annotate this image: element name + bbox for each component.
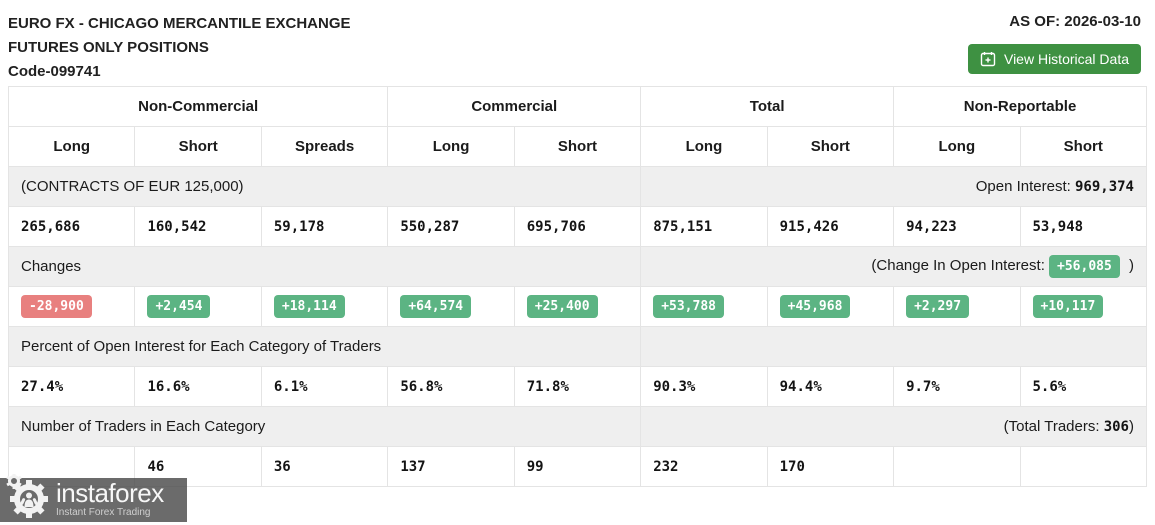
header-right: AS OF: 2026-03-10 View Historical Data [967, 12, 1141, 74]
percents-cell: 56.8% [387, 366, 515, 407]
open-interest-label: Open Interest: [975, 178, 1071, 195]
open-interest-cell: Open Interest: 969,374 [640, 166, 1147, 207]
column-header-spreads: Spreads [260, 126, 389, 167]
group-header-total: Total [640, 86, 895, 127]
instaforex-tagline-text: Instant Forex Trading [56, 507, 151, 518]
changes-cell: +64,574 [387, 286, 515, 327]
percents-cell: 27.4% [7, 366, 136, 407]
cot-report-table: Non-Commercial Commercial Total Non-Reporta… [7, 86, 1147, 487]
report-title: EURO FX - CHICAGO MERCANTILE EXCHANGE [8, 15, 351, 32]
total-traders-cell: (Total Traders: 306) [640, 406, 1147, 447]
percents-cell: 9.7% [893, 366, 1021, 407]
positions-cell: 915,426 [766, 206, 895, 247]
column-header-long: Long [7, 126, 136, 167]
traders-cell: 36 [260, 446, 389, 487]
positions-cell: 53,948 [1019, 206, 1147, 247]
changes-cell: +45,968 [766, 286, 895, 327]
column-header-short: Short [766, 126, 895, 167]
changes-cell: +10,117 [1019, 286, 1147, 327]
open-interest-value: 969,374 [1074, 179, 1134, 195]
traders-cell: 232 [640, 446, 768, 487]
column-header-short: Short [134, 126, 262, 167]
instaforex-gear-logo-icon [2, 472, 54, 525]
percents-cell: 16.6% [134, 366, 262, 407]
change-badge: +18,114 [273, 295, 345, 318]
positions-cell: 160,542 [134, 206, 262, 247]
percents-cell: 94.4% [766, 366, 895, 407]
column-header-long: Long [640, 126, 768, 167]
traders-banner-row: Number of Traders in Each Category (Tota… [7, 406, 1147, 447]
percents-cell: 5.6% [1019, 366, 1147, 407]
change-badge: +2,454 [147, 295, 211, 318]
percent-banner-row: Percent of Open Interest for Each Catego… [7, 326, 1147, 367]
percent-banner-empty-cell [640, 326, 1147, 367]
percents-row: 27.4% 16.6% 6.1% 56.8% 71.8% 90.3% 94.4% 9.7% 5.… [7, 366, 1147, 407]
percent-label: Percent of Open Interest for Each Catego… [7, 326, 642, 367]
view-historical-data-button[interactable]: View Historical Data [967, 44, 1141, 74]
changes-cell: -28,900 [7, 286, 136, 327]
instaforex-brand-text: instaforex [56, 478, 164, 508]
positions-cell: 265,686 [7, 206, 136, 247]
percents-cell: 6.1% [260, 366, 389, 407]
changes-cell: +25,400 [513, 286, 642, 327]
group-header-non-reportable: Non-Reportable [893, 86, 1147, 127]
column-header-row: Long Short Spreads Long Short Long Short Long Sh… [7, 126, 1147, 167]
change-badge: +53,788 [653, 295, 724, 318]
view-historical-data-label: View Historical Data [1003, 51, 1129, 67]
column-header-short: Short [1019, 126, 1147, 167]
change-open-interest-label: (Change In Open Interest: [871, 257, 1045, 274]
group-header-non-commercial: Non-Commercial [7, 86, 389, 127]
percents-cell: 71.8% [513, 366, 642, 407]
traders-cell: 170 [766, 446, 895, 487]
traders-cell: 99 [513, 446, 642, 487]
changes-cell: +2,454 [134, 286, 262, 327]
percents-cell: 90.3% [640, 366, 768, 407]
changes-label: Changes [7, 246, 642, 287]
calendar-plus-icon [980, 51, 996, 67]
traders-cell: 137 [387, 446, 515, 487]
traders-cell [893, 446, 1021, 487]
contracts-label: (CONTRACTS OF EUR 125,000) [7, 166, 642, 207]
changes-cell: +2,297 [893, 286, 1021, 327]
change-badge: +64,574 [400, 295, 472, 318]
positions-row: 265,686 160,542 59,178 550,287 695,706 875,15… [7, 206, 1147, 247]
instaforex-watermark: instaforex Instant Forex Trading [0, 472, 187, 522]
report-subtitle: FUTURES ONLY POSITIONS [8, 39, 209, 56]
positions-cell: 94,223 [893, 206, 1021, 247]
total-traders-value: 306 [1103, 419, 1129, 435]
as-of-date: AS OF: 2026-03-10 [1009, 13, 1141, 30]
positions-cell: 550,287 [387, 206, 515, 247]
traders-label: Number of Traders in Each Category [7, 406, 642, 447]
total-traders-label: (Total Traders: [1003, 418, 1100, 435]
positions-cell: 59,178 [260, 206, 389, 247]
change-open-interest-cell: (Change In Open Interest: +56,085 ) [640, 246, 1147, 287]
change-badge: +10,117 [1032, 295, 1104, 318]
contracts-banner-row: (CONTRACTS OF EUR 125,000) Open Interest… [7, 166, 1147, 207]
report-code: Code-099741 [8, 63, 101, 80]
total-traders-suffix: ) [1129, 418, 1134, 435]
column-header-short: Short [513, 126, 642, 167]
positions-cell: 875,151 [640, 206, 768, 247]
instaforex-wordmark: instaforex Instant Forex Trading [56, 478, 164, 519]
change-badge: -28,900 [21, 295, 92, 318]
change-badge: +2,297 [906, 295, 970, 318]
group-header-row: Non-Commercial Commercial Total Non-Reporta… [7, 86, 1147, 127]
changes-cell: +53,788 [640, 286, 768, 327]
change-open-interest-badge: +56,085 [1049, 255, 1120, 278]
change-badge: +25,400 [526, 295, 598, 318]
column-header-long: Long [387, 126, 515, 167]
traders-cell [1019, 446, 1147, 487]
report-header: EURO FX - CHICAGO MERCANTILE EXCHANGE FU… [0, 0, 1155, 86]
report-titles: EURO FX - CHICAGO MERCANTILE EXCHANGE FU… [8, 12, 351, 84]
changes-banner-row: Changes (Change In Open Interest: +56,08… [7, 246, 1147, 287]
column-header-long: Long [893, 126, 1021, 167]
changes-row: -28,900 +2,454 +18,114 +64,574 +25,400 +53,78… [7, 286, 1147, 327]
positions-cell: 695,706 [513, 206, 642, 247]
change-open-interest-suffix: ) [1129, 257, 1134, 274]
changes-cell: +18,114 [260, 286, 389, 327]
group-header-commercial: Commercial [387, 86, 642, 127]
change-badge: +45,968 [779, 295, 851, 318]
